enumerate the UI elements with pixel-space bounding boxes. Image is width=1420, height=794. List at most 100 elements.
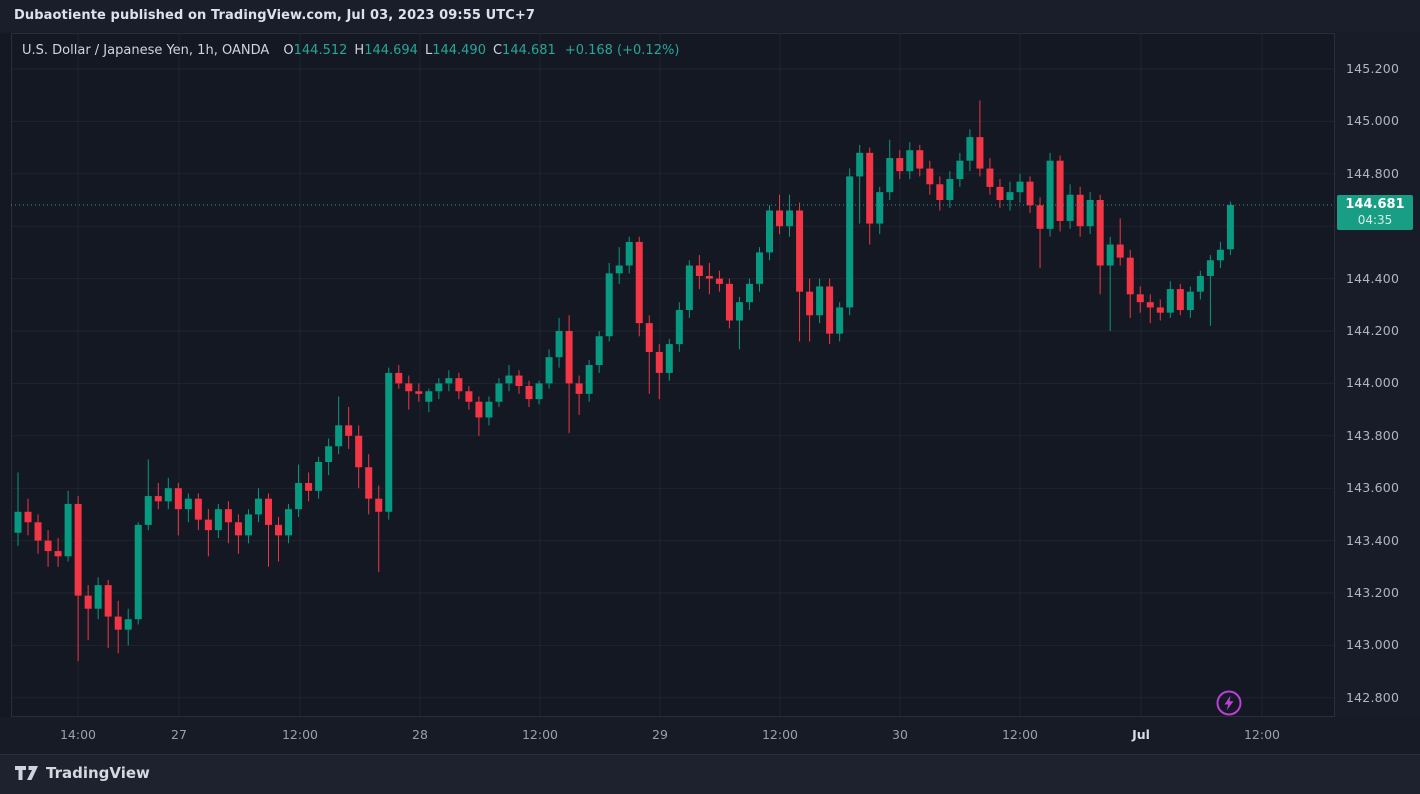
close-value: 144.681 [502, 43, 556, 58]
candle-up [1086, 200, 1094, 227]
lightning-icon [1224, 695, 1234, 711]
candle-down [375, 498, 383, 512]
tradingview-logo-text: TradingView [46, 764, 150, 782]
candle-up [956, 160, 964, 180]
candle-up [755, 252, 763, 284]
candle-up [425, 391, 433, 402]
candle-up [1206, 260, 1214, 276]
candle-up [495, 383, 503, 402]
candle-up [134, 524, 142, 620]
candle-down [1096, 200, 1104, 266]
price-tick-label: 145.000 [1346, 113, 1400, 129]
candle-down [826, 286, 834, 334]
candle-up [385, 372, 393, 512]
time-tick-label: 12:00 [761, 727, 799, 742]
change-value: +0.168 (+0.12%) [564, 43, 680, 58]
candle-up [1166, 289, 1174, 313]
candle-down [525, 386, 533, 400]
candle-up [585, 365, 593, 394]
chart-pane[interactable]: U.S. Dollar / Japanese Yen, 1h, OANDA O1… [0, 33, 1420, 717]
open-value: 144.512 [293, 43, 348, 58]
tradingview-logo[interactable]: TradingView [14, 764, 150, 782]
candle-down [224, 509, 232, 523]
candle-down [655, 351, 663, 373]
candlestick-canvas[interactable] [0, 33, 1420, 717]
candle-up [745, 283, 753, 303]
candle-up [285, 509, 293, 536]
candle-down [565, 331, 573, 384]
candle-down [114, 616, 122, 630]
candle-down [395, 372, 403, 384]
candle-up [335, 425, 343, 447]
time-tick-label: 12:00 [1001, 727, 1039, 742]
candle-down [575, 383, 583, 394]
candle-up [315, 462, 323, 491]
candle-up [1186, 291, 1194, 311]
price-tick-label: 144.000 [1346, 375, 1400, 391]
candle-down [936, 184, 944, 200]
candle-up [1046, 160, 1054, 229]
candle-down [465, 391, 473, 402]
candle-down [234, 522, 242, 536]
time-tick-label: 12:00 [521, 727, 559, 742]
candle-up [605, 273, 613, 337]
candle-down [24, 511, 32, 523]
candle-down [515, 375, 523, 387]
attribution-bar: Dubaotiente published on TradingView.com… [0, 0, 1420, 32]
price-tick-label: 143.000 [1346, 637, 1400, 653]
price-tick-label: 144.800 [1346, 165, 1400, 181]
candle-down [415, 391, 423, 394]
candle-down [174, 488, 182, 510]
candle-down [1136, 294, 1144, 303]
candle-down [796, 210, 804, 292]
candle-up [184, 498, 192, 510]
candle-up [766, 210, 773, 253]
price-axis[interactable]: 145.200145.000144.800144.600144.400144.2… [1335, 33, 1420, 717]
candle-up [1196, 275, 1204, 292]
candle-up [735, 302, 743, 321]
candle-down [54, 551, 62, 557]
time-axis[interactable]: 14:00 27 12:00 28 12:00 29 12:00 30 12:00 Jul 12:0… [0, 718, 1420, 753]
time-tick-label: Jul [1132, 727, 1150, 742]
candle-up [906, 150, 914, 172]
candle-down [44, 540, 52, 552]
candle-up [816, 286, 824, 316]
candle-down [916, 150, 924, 169]
low-value: 144.490 [432, 43, 486, 58]
candle-down [976, 137, 984, 169]
candle-up [254, 498, 262, 515]
price-tick-label: 144.400 [1346, 270, 1400, 286]
price-tick-label: 143.800 [1346, 427, 1400, 443]
boost-button[interactable] [1214, 688, 1244, 718]
current-price-badge: 144.681 04:35 [1337, 194, 1413, 230]
symbol-legend[interactable]: U.S. Dollar / Japanese Yen, 1h, OANDA O1… [22, 43, 679, 58]
candle-down [1056, 160, 1064, 221]
candle-up [786, 210, 794, 227]
candle-up [966, 137, 974, 161]
candle-up [124, 619, 132, 630]
time-tick-label: 12:00 [281, 727, 319, 742]
candle-down [455, 378, 463, 392]
candle-down [1116, 244, 1124, 258]
candle-down [265, 498, 272, 525]
candle-down [74, 503, 82, 596]
high-value: 144.694 [364, 43, 418, 58]
candle-up [1106, 244, 1114, 266]
candle-down [635, 241, 643, 324]
candle-down [866, 152, 874, 224]
candle-up [325, 446, 333, 462]
candle-down [1146, 302, 1154, 308]
price-tick-label: 143.600 [1346, 480, 1400, 496]
candle-up [665, 344, 673, 373]
candle-up [625, 241, 633, 266]
candle-down [1176, 289, 1184, 311]
symbol-title[interactable]: U.S. Dollar / Japanese Yen, 1h, OANDA [22, 43, 270, 58]
candle-up [1226, 204, 1234, 250]
price-tick-label: 143.400 [1346, 532, 1400, 548]
candle-down [1076, 194, 1084, 227]
candle-down [204, 519, 212, 531]
time-tick-label: 29 [652, 727, 668, 742]
candle-down [1156, 307, 1164, 313]
candle-down [645, 323, 653, 352]
time-tick-label: 28 [412, 727, 428, 742]
